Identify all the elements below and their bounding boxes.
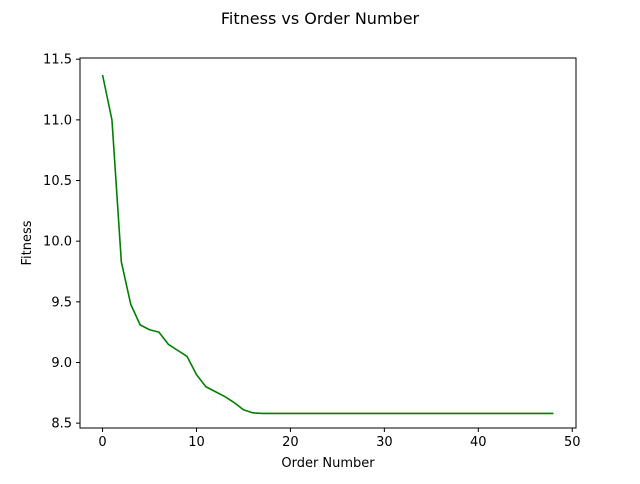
y-tick-label: 9.5 [51,295,72,310]
x-tick-label: 30 [376,435,393,450]
x-axis-label: Order Number [281,456,375,471]
x-tick-label: 50 [564,435,581,450]
x-tick-label: 0 [98,435,106,450]
x-tick-label: 10 [188,435,205,450]
y-axis-label: Fitness [20,220,35,265]
x-axis-ticks: 0 10 20 30 40 50 [98,428,581,450]
y-tick-label: 10.5 [43,174,72,189]
y-tick-label: 8.5 [51,417,72,432]
plot-frame [79,57,577,429]
x-tick-label: 20 [282,435,299,450]
y-tick-label: 11.5 [43,53,72,68]
y-tick-label: 11.0 [43,113,72,128]
y-tick-label: 10.0 [43,235,72,250]
series-line-0 [101,74,554,415]
chart-title: Fitness vs Order Number [221,9,420,28]
y-tick-label: 9.0 [51,356,72,371]
plot-layer [101,74,554,415]
x-tick-label: 40 [470,435,487,450]
y-axis-ticks: 8.5 9.0 9.5 10.0 10.5 11.0 11.5 [43,53,80,432]
